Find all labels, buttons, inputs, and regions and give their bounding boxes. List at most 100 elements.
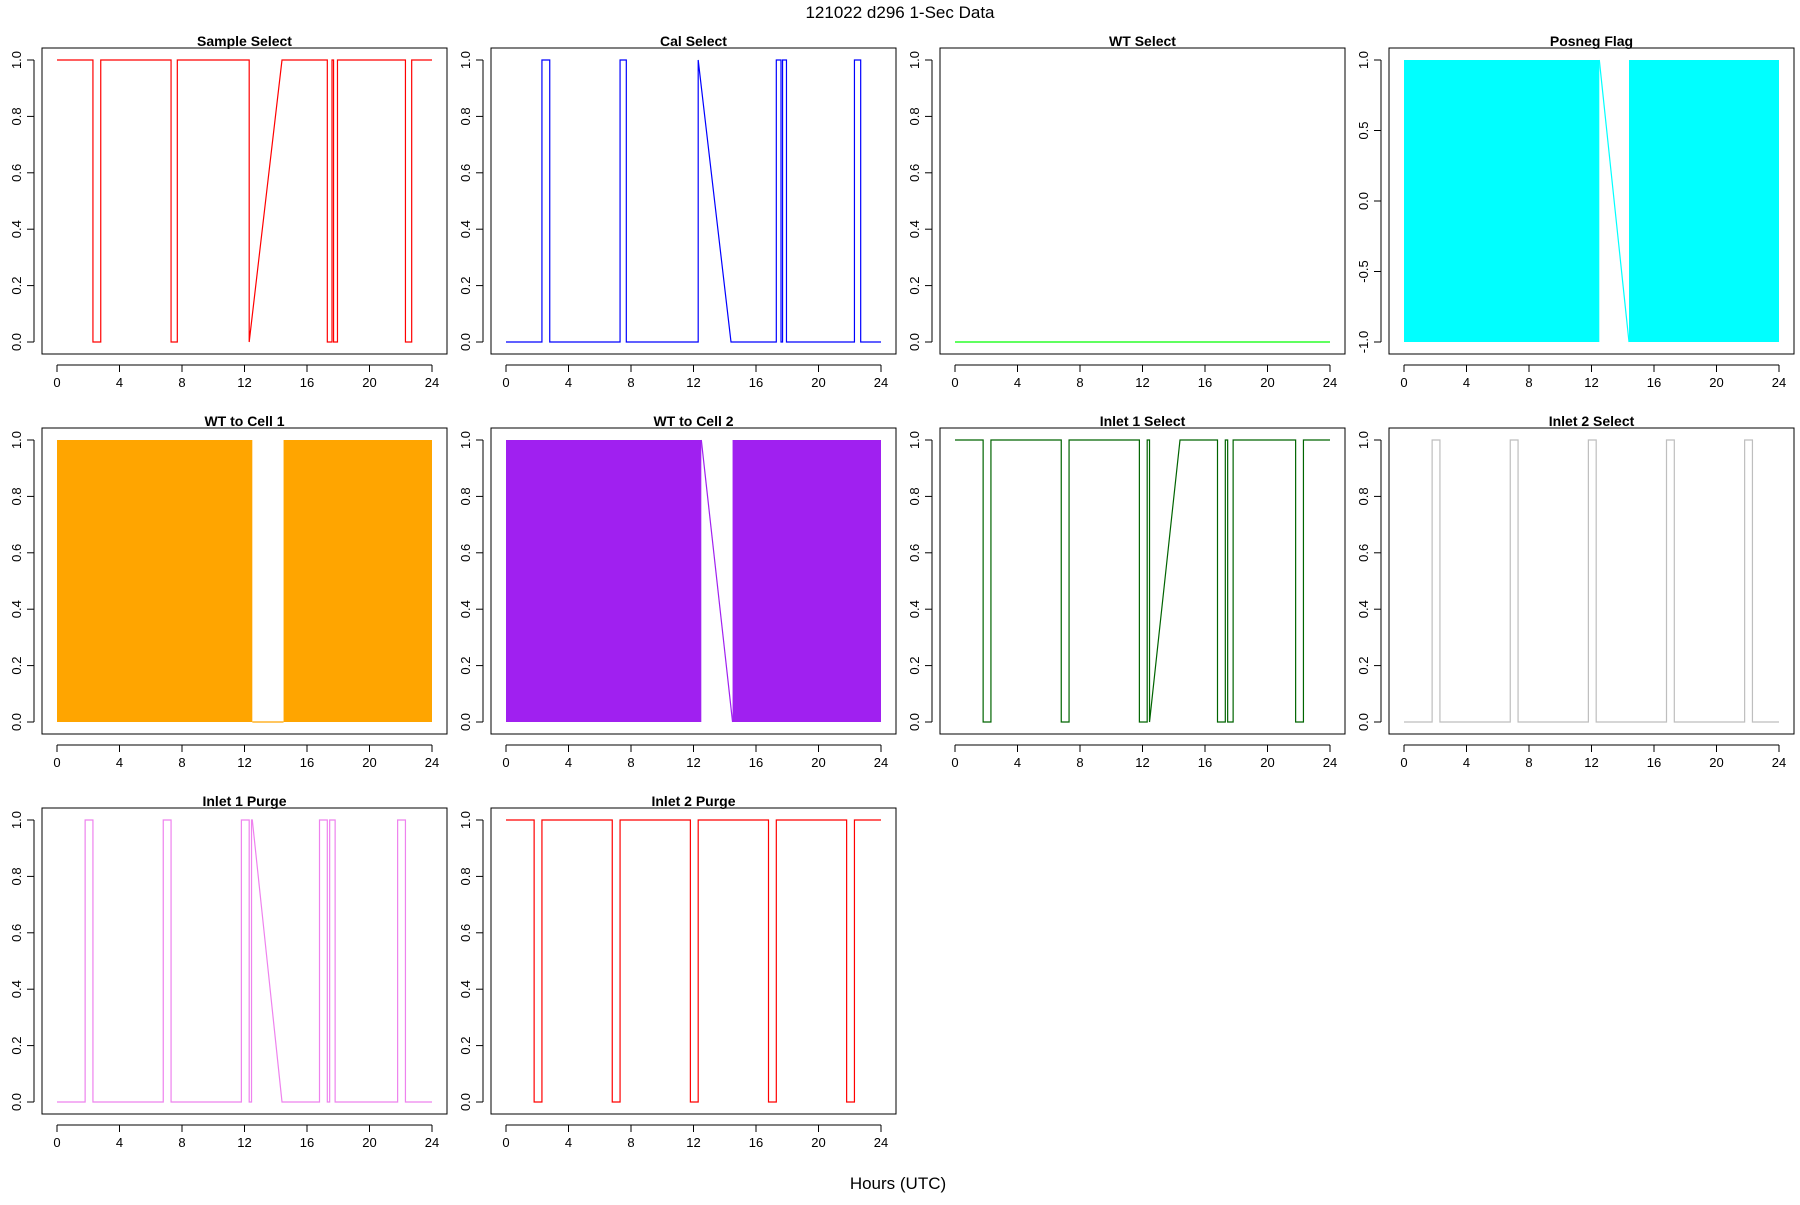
wt-to-cell-2-x-tick-label: 0 — [502, 755, 509, 770]
inlet-2-select-y-tick-label: 0.8 — [1356, 487, 1371, 505]
inlet-2-select-y-tick-label: 0.6 — [1356, 544, 1371, 562]
inlet-1-select-series-line — [955, 439, 1330, 723]
inlet-1-select-y-tick-label: 0.0 — [907, 713, 922, 731]
wt-select-y-tick-label: 0.4 — [907, 220, 922, 238]
wt-to-cell-1-x-tick-label: 8 — [178, 755, 185, 770]
x-axis-label: Hours (UTC) — [850, 1174, 946, 1193]
inlet-2-purge-x-tick-label: 8 — [627, 1135, 634, 1150]
inlet-1-select-y-tick-label: 0.8 — [907, 487, 922, 505]
inlet-2-purge-title: Inlet 2 Purge — [651, 793, 735, 809]
posneg-flag-x-tick-label: 12 — [1584, 375, 1598, 390]
sample-select-y-tick-label: 0.8 — [9, 107, 24, 125]
sample-select-x-tick-label: 8 — [178, 375, 185, 390]
wt-to-cell-2-x-tick-label: 8 — [627, 755, 634, 770]
inlet-2-select-x-tick-label: 16 — [1647, 755, 1661, 770]
posneg-flag-x-tick-label: 0 — [1400, 375, 1407, 390]
panel-wt-select: WT Select 0 4 8 12 16 20 24 0.0 0.2 0.4 0.6 0.8 1.0 — [907, 33, 1346, 390]
cal-select-y-tick-label: 1.0 — [458, 51, 473, 69]
wt-to-cell-2-plot-frame — [490, 427, 897, 735]
inlet-1-purge-y-tick-label: 0.8 — [9, 867, 24, 885]
wt-to-cell-2-x-tick-label: 4 — [565, 755, 572, 770]
wt-to-cell-1-y-tick-label: 0.0 — [9, 713, 24, 731]
sample-select-x-tick-label: 0 — [53, 375, 60, 390]
sample-select-x-tick-label: 4 — [116, 375, 123, 390]
inlet-1-purge-y-tick-label: 1.0 — [9, 811, 24, 829]
inlet-2-select-x-tick-label: 8 — [1525, 755, 1532, 770]
cal-select-plot-frame — [490, 47, 897, 355]
inlet-2-purge-series-line — [506, 819, 881, 1103]
sample-select-y-tick-label: 0.6 — [9, 164, 24, 182]
wt-select-x-tick-label: 20 — [1260, 375, 1274, 390]
cal-select-y-tick-label: 0.4 — [458, 220, 473, 238]
wt-to-cell-2-fill-block-0 — [506, 440, 702, 722]
inlet-2-purge-y-tick-label: 0.4 — [458, 980, 473, 998]
inlet-2-select-x-tick-label: 4 — [1463, 755, 1470, 770]
wt-to-cell-2-x-tick-label: 20 — [811, 755, 825, 770]
posneg-flag-y-tick-label: 0.5 — [1356, 121, 1371, 139]
posneg-flag-x-tick-label: 24 — [1772, 375, 1786, 390]
inlet-1-purge-x-tick-label: 0 — [53, 1135, 60, 1150]
inlet-1-purge-y-tick-label: 0.6 — [9, 924, 24, 942]
inlet-2-select-x-tick-label: 24 — [1772, 755, 1786, 770]
cal-select-x-tick-label: 12 — [686, 375, 700, 390]
wt-to-cell-1-y-tick-label: 1.0 — [9, 431, 24, 449]
wt-select-x-tick-label: 24 — [1323, 375, 1337, 390]
wt-to-cell-1-title: WT to Cell 1 — [204, 413, 284, 429]
panel-inlet-1-purge: Inlet 1 Purge 0 4 8 12 16 20 24 0.0 0.2 0.4 0.6 0.8 1… — [9, 793, 448, 1150]
wt-to-cell-1-x-tick-label: 4 — [116, 755, 123, 770]
wt-to-cell-1-fill-block-0 — [57, 440, 253, 722]
cal-select-x-tick-label: 4 — [565, 375, 572, 390]
inlet-1-select-y-tick-label: 0.2 — [907, 657, 922, 675]
inlet-1-select-x-tick-label: 0 — [951, 755, 958, 770]
inlet-2-purge-y-tick-label: 0.0 — [458, 1093, 473, 1111]
inlet-1-select-y-tick-label: 1.0 — [907, 431, 922, 449]
page-title: 121022 d296 1-Sec Data — [805, 3, 995, 22]
cal-select-series-line — [506, 59, 881, 343]
sample-select-y-tick-label: 0.4 — [9, 220, 24, 238]
wt-to-cell-1-y-tick-label: 0.8 — [9, 487, 24, 505]
sample-select-x-tick-label: 20 — [362, 375, 376, 390]
posneg-flag-title: Posneg Flag — [1550, 33, 1633, 49]
inlet-1-select-title: Inlet 1 Select — [1100, 413, 1186, 429]
wt-to-cell-2-fill-block-1 — [732, 440, 881, 722]
inlet-2-select-series-line — [1404, 439, 1779, 723]
panel-inlet-2-select: Inlet 2 Select 0 4 8 12 16 20 24 0.0 0.2 0.4 0.6 0.8… — [1356, 413, 1795, 770]
posneg-flag-x-tick-label: 4 — [1463, 375, 1470, 390]
inlet-2-select-y-tick-label: 1.0 — [1356, 431, 1371, 449]
wt-to-cell-1-x-tick-label: 0 — [53, 755, 60, 770]
inlet-2-select-y-tick-label: 0.2 — [1356, 657, 1371, 675]
inlet-2-select-x-tick-label: 12 — [1584, 755, 1598, 770]
wt-select-y-tick-label: 0.0 — [907, 333, 922, 351]
wt-to-cell-1-y-tick-label: 0.4 — [9, 600, 24, 618]
inlet-2-select-y-tick-label: 0.0 — [1356, 713, 1371, 731]
cal-select-y-tick-label: 0.6 — [458, 164, 473, 182]
panel-wt-to-cell-2: WT to Cell 2 0 4 8 12 16 20 24 0.0 0.2 0.4 0.6 0.8 1.… — [458, 413, 897, 770]
inlet-1-select-x-tick-label: 16 — [1198, 755, 1212, 770]
sample-select-x-tick-label: 24 — [425, 375, 439, 390]
inlet-1-purge-y-tick-label: 0.2 — [9, 1037, 24, 1055]
posneg-flag-y-tick-label: -0.5 — [1356, 260, 1371, 282]
wt-to-cell-2-y-tick-label: 1.0 — [458, 431, 473, 449]
inlet-2-select-title: Inlet 2 Select — [1549, 413, 1635, 429]
wt-select-y-tick-label: 0.6 — [907, 164, 922, 182]
inlet-1-purge-title: Inlet 1 Purge — [202, 793, 286, 809]
posneg-flag-x-tick-label: 8 — [1525, 375, 1532, 390]
panel-cal-select: Cal Select 0 4 8 12 16 20 24 0.0 0.2 0.4 0.6 0.8 1.0 — [458, 33, 897, 390]
cal-select-x-tick-label: 8 — [627, 375, 634, 390]
wt-select-x-tick-label: 12 — [1135, 375, 1149, 390]
sample-select-y-tick-label: 1.0 — [9, 51, 24, 69]
inlet-1-purge-x-tick-label: 4 — [116, 1135, 123, 1150]
inlet-2-select-y-tick-label: 0.4 — [1356, 600, 1371, 618]
inlet-2-purge-x-tick-label: 0 — [502, 1135, 509, 1150]
inlet-1-select-x-tick-label: 20 — [1260, 755, 1274, 770]
inlet-2-purge-x-tick-label: 4 — [565, 1135, 572, 1150]
wt-select-x-tick-label: 4 — [1014, 375, 1021, 390]
wt-select-x-tick-label: 0 — [951, 375, 958, 390]
posneg-flag-fill-block-1 — [1629, 60, 1779, 342]
panel-inlet-1-select: Inlet 1 Select 0 4 8 12 16 20 24 0.0 0.2 0.4 0.6 0.8… — [907, 413, 1346, 770]
posneg-flag-x-tick-label: 20 — [1709, 375, 1723, 390]
wt-to-cell-2-x-tick-label: 24 — [874, 755, 888, 770]
sample-select-series-line — [57, 59, 432, 343]
inlet-1-purge-x-tick-label: 12 — [237, 1135, 251, 1150]
